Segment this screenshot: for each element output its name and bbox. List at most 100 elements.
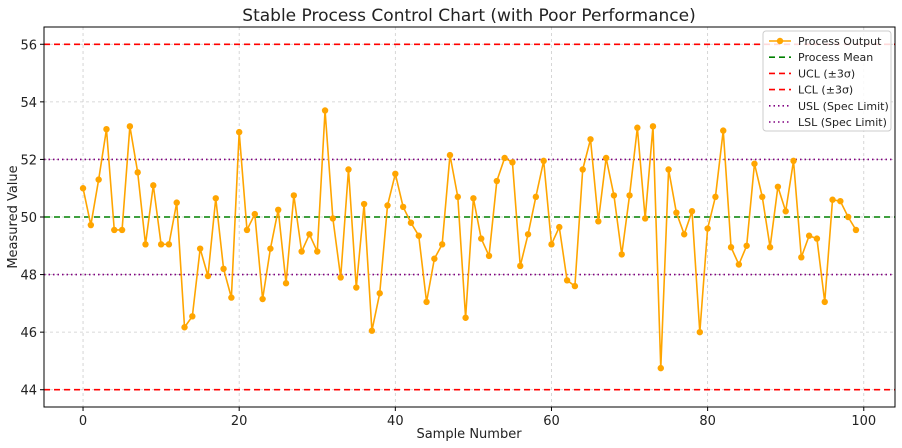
y-tick-label: 52: [20, 153, 37, 168]
data-point: [220, 265, 227, 273]
data-point: [454, 193, 461, 201]
legend-label: UCL (±3σ): [798, 67, 855, 80]
x-tick-label: 20: [231, 414, 248, 429]
data-point: [353, 284, 360, 291]
data-point: [431, 255, 438, 262]
data-point: [235, 128, 243, 136]
data-point: [298, 248, 305, 255]
data-point: [790, 157, 797, 165]
legend-handle-marker: [776, 37, 784, 45]
data-point: [384, 202, 391, 209]
data-point: [345, 166, 352, 173]
data-point: [641, 215, 649, 222]
data-point: [251, 210, 258, 218]
data-point: [399, 203, 407, 211]
data-point: [743, 242, 750, 249]
data-point: [306, 231, 313, 238]
data-point: [805, 232, 813, 239]
data-point: [563, 277, 571, 284]
x-tick-label: 80: [699, 414, 716, 429]
data-point: [735, 261, 743, 268]
data-point: [415, 232, 422, 239]
data-point: [782, 208, 789, 215]
data-point: [79, 185, 87, 192]
data-point: [95, 176, 102, 183]
data-point: [610, 192, 618, 199]
data-point: [548, 241, 555, 248]
data-point: [688, 208, 696, 215]
data-point: [228, 294, 235, 301]
legend-label: LSL (Spec Limit): [798, 116, 887, 129]
data-point: [392, 170, 399, 178]
grid: [44, 27, 895, 407]
y-tick-label: 56: [20, 38, 37, 53]
y-tick-label: 46: [20, 326, 37, 341]
data-point: [727, 244, 735, 251]
data-point: [595, 218, 602, 225]
data-point: [540, 157, 547, 165]
data-point: [759, 193, 766, 201]
data-point: [360, 200, 368, 208]
data-point: [376, 290, 383, 297]
data-point: [649, 123, 657, 130]
data-point: [618, 251, 625, 258]
data-point: [766, 244, 774, 251]
data-point: [259, 295, 266, 303]
data-point: [103, 125, 110, 133]
data-point: [267, 245, 274, 252]
legend-label: LCL (±3σ): [798, 84, 853, 97]
data-point: [704, 225, 711, 232]
data-point: [571, 282, 579, 290]
data-point: [524, 231, 532, 238]
data-point: [212, 195, 219, 202]
data-point: [337, 274, 344, 281]
reference-lines: [44, 43, 895, 391]
data-point: [321, 107, 329, 114]
y-tick-label: 48: [20, 269, 37, 284]
data-point: [485, 252, 493, 260]
data-point: [368, 327, 376, 334]
data-point: [587, 136, 594, 143]
data-point: [275, 206, 282, 214]
data-point: [673, 209, 680, 216]
data-point: [243, 226, 251, 234]
x-tick-label: 0: [79, 414, 87, 429]
data-point: [204, 272, 212, 280]
chart-title: Stable Process Control Chart (with Poor …: [242, 6, 695, 26]
x-axis-label: Sample Number: [416, 427, 522, 442]
data-point: [142, 241, 149, 248]
data-point: [657, 364, 664, 372]
data-point: [87, 221, 95, 229]
legend-label: Process Output: [798, 35, 882, 48]
data-point: [157, 241, 165, 248]
data-point: [634, 124, 641, 131]
data-point: [532, 193, 540, 201]
data-point: [821, 298, 828, 306]
data-point: [196, 245, 204, 252]
data-point: [712, 193, 719, 201]
data-point: [438, 241, 446, 248]
data-point: [509, 159, 516, 166]
data-point: [813, 235, 821, 242]
series-process-output: [79, 107, 860, 372]
data-point: [696, 328, 704, 336]
series-line: [82, 109, 857, 369]
y-tick-label: 44: [20, 384, 37, 399]
y-tick-label: 50: [20, 211, 37, 226]
data-point: [181, 324, 188, 331]
data-point: [314, 248, 321, 255]
data-point: [111, 226, 118, 234]
y-axis-label: Measured Value: [6, 165, 21, 268]
x-tick-label: 60: [543, 414, 560, 429]
data-point: [423, 298, 430, 306]
data-point: [556, 223, 563, 231]
data-point: [517, 262, 524, 270]
data-point: [493, 177, 501, 185]
data-point: [290, 192, 298, 199]
data-point: [189, 313, 196, 320]
data-point: [478, 235, 485, 242]
data-point: [837, 197, 844, 205]
data-point: [126, 123, 134, 130]
data-point: [407, 219, 415, 226]
ticks: 0 20 40 60 80 100 44 46 48 50 52 54 56: [20, 38, 876, 429]
